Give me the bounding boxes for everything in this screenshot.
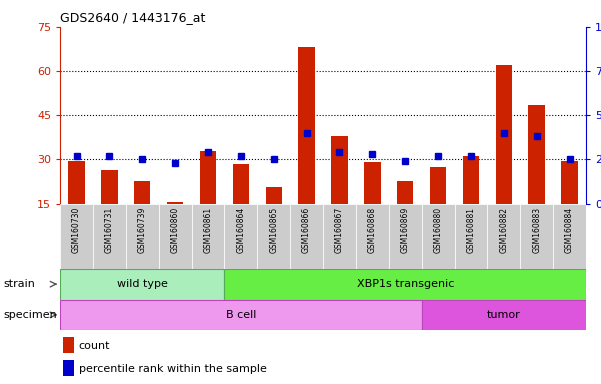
Text: GSM160880: GSM160880 [433,207,442,253]
Text: GSM160882: GSM160882 [499,207,508,253]
Text: percentile rank within the sample: percentile rank within the sample [79,364,266,374]
Text: GSM160860: GSM160860 [171,207,180,253]
Text: strain: strain [3,279,35,289]
Bar [63,337,75,353]
Text: GSM160867: GSM160867 [335,207,344,253]
Text: GSM160731: GSM160731 [105,207,114,253]
Bar [167,202,183,204]
Bar [364,162,380,204]
Bar [101,170,118,204]
Bar [257,204,290,269]
Text: GSM160883: GSM160883 [532,207,541,253]
Bar [487,204,520,269]
Bar [290,204,323,269]
Bar [200,151,216,204]
Text: wild type: wild type [117,279,168,289]
Bar [60,269,224,300]
Text: GSM160864: GSM160864 [236,207,245,253]
Bar [331,136,348,204]
Bar [63,360,75,376]
Bar [298,48,315,204]
Text: GSM160861: GSM160861 [204,207,213,253]
Bar [397,182,413,204]
Bar [496,65,512,204]
Bar [528,105,545,204]
Text: GSM160730: GSM160730 [72,207,81,253]
Bar [266,187,282,204]
Text: GSM160884: GSM160884 [565,207,574,253]
Bar [422,300,586,330]
Text: GSM160865: GSM160865 [269,207,278,253]
Bar [561,161,578,204]
Bar [192,204,224,269]
Bar [553,204,586,269]
Text: GSM160866: GSM160866 [302,207,311,253]
Bar [463,156,479,204]
Text: B cell: B cell [226,310,256,320]
Bar [93,204,126,269]
Text: GSM160869: GSM160869 [401,207,410,253]
Bar [126,204,159,269]
Bar [60,300,422,330]
Bar [134,182,150,204]
Bar [430,167,447,204]
Bar [323,204,356,269]
Bar [454,204,487,269]
Bar [224,269,586,300]
Text: count: count [79,341,110,351]
Text: GSM160739: GSM160739 [138,207,147,253]
Bar [520,204,553,269]
Text: GSM160881: GSM160881 [466,207,475,253]
Bar [159,204,192,269]
Bar [233,164,249,204]
Bar [356,204,389,269]
Text: specimen: specimen [3,310,56,320]
Bar [69,161,85,204]
Text: GSM160868: GSM160868 [368,207,377,253]
Bar [422,204,454,269]
Bar [389,204,422,269]
Bar [224,204,257,269]
Text: XBP1s transgenic: XBP1s transgenic [356,279,454,289]
Text: tumor: tumor [487,310,520,320]
Text: GDS2640 / 1443176_at: GDS2640 / 1443176_at [60,12,206,25]
Bar [60,204,93,269]
